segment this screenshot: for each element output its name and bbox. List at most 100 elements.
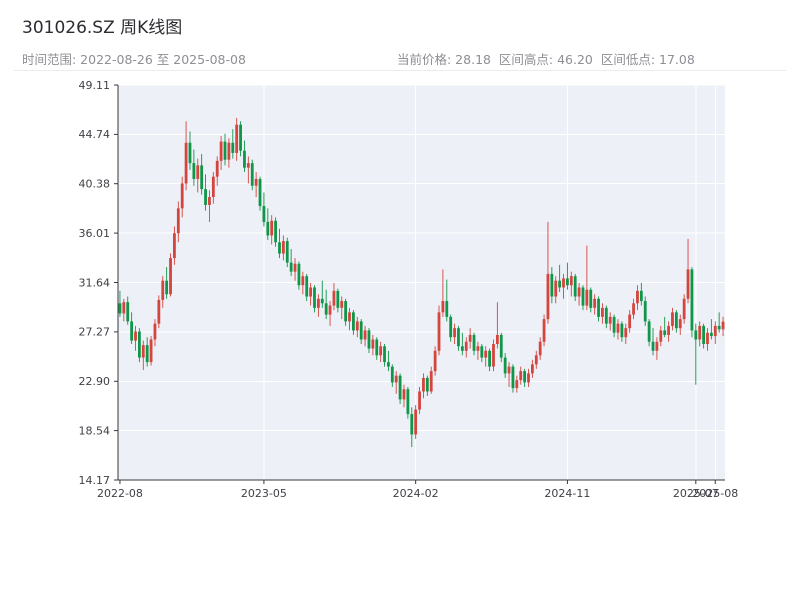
y-tick-label: 18.54	[79, 424, 111, 437]
x-tick-label: 2025-08	[692, 487, 738, 500]
candle-body	[573, 276, 577, 297]
candle-body	[289, 262, 293, 272]
candle-body	[530, 364, 534, 374]
candle-body	[433, 350, 437, 372]
candle-body	[620, 323, 624, 338]
candle-body	[682, 298, 686, 320]
candle-body	[511, 366, 515, 389]
candle-body	[713, 325, 717, 337]
candle-body	[655, 341, 659, 351]
candle-body	[647, 321, 651, 342]
candle-body	[597, 298, 600, 317]
candle-body	[414, 409, 418, 435]
candle-body	[243, 150, 246, 168]
candle-body	[211, 176, 215, 198]
candle-body	[363, 330, 367, 340]
candle-body	[546, 273, 550, 320]
candle-body	[550, 273, 554, 297]
candle-body	[332, 290, 336, 306]
candle-body	[554, 280, 558, 297]
candle-body	[581, 287, 585, 306]
candle-body	[457, 328, 460, 347]
candle-body	[507, 366, 511, 374]
candle-body	[200, 165, 204, 190]
candle-body	[422, 377, 425, 392]
x-tick-label: 2024-02	[393, 487, 439, 500]
candle-body	[118, 303, 122, 314]
candle-body	[519, 371, 523, 381]
candle-body	[437, 312, 441, 351]
candle-body	[387, 362, 390, 367]
candle-body	[441, 301, 445, 313]
candle-body	[141, 345, 145, 358]
candle-body	[235, 124, 239, 153]
candle-body	[383, 346, 386, 363]
candle-body	[628, 314, 632, 329]
candle-body	[204, 189, 207, 205]
candle-body	[624, 328, 628, 338]
candle-body	[659, 330, 663, 342]
header-divider	[14, 70, 786, 71]
candle-body	[593, 298, 597, 308]
candle-body	[410, 414, 414, 435]
y-tick-label: 36.01	[79, 227, 111, 240]
candle-body	[589, 289, 593, 308]
candle-body	[604, 307, 608, 324]
candle-body	[239, 124, 242, 151]
candle-body	[192, 163, 196, 179]
candle-body	[632, 303, 635, 315]
candle-body	[130, 321, 134, 341]
candle-body	[698, 325, 702, 340]
candle-body	[188, 142, 192, 164]
candle-body	[293, 263, 297, 272]
candle-body	[527, 373, 530, 383]
candle-body	[398, 375, 402, 400]
candle-body	[476, 346, 480, 351]
candle-body	[394, 375, 398, 383]
candle-body	[352, 312, 355, 331]
candle-body	[717, 325, 721, 330]
candle-body	[678, 319, 682, 329]
candle-body	[157, 299, 161, 324]
y-tick-label: 40.38	[79, 177, 111, 190]
candle-body	[562, 278, 565, 288]
candle-body	[340, 301, 344, 308]
y-tick-label: 31.64	[79, 276, 111, 289]
candle-body	[453, 328, 456, 338]
candle-body	[449, 316, 453, 338]
candle-body	[126, 302, 130, 322]
candle-body	[262, 206, 266, 222]
candle-body	[324, 303, 328, 315]
candle-body	[375, 339, 379, 356]
candle-body	[219, 141, 223, 161]
candle-body	[425, 377, 429, 392]
candle-body	[534, 355, 538, 365]
candle-body	[643, 301, 647, 322]
candle-body	[468, 334, 472, 342]
candle-body	[134, 331, 137, 341]
candle-body	[709, 332, 713, 337]
candle-body	[671, 312, 674, 326]
y-tick-label: 44.74	[79, 128, 111, 141]
date-range-label: 时间范围: 2022-08-26 至 2025-08-08	[22, 52, 246, 67]
candle-body	[694, 330, 698, 340]
candle-body	[176, 208, 180, 234]
candle-body	[616, 323, 620, 333]
candle-body	[285, 241, 289, 263]
candle-body	[406, 389, 410, 415]
candle-body	[569, 276, 573, 286]
candle-body	[149, 339, 153, 363]
candle-body	[480, 346, 484, 358]
candle-body	[515, 380, 519, 389]
candle-body	[577, 287, 581, 297]
candle-body	[196, 165, 200, 179]
candle-body	[122, 302, 126, 314]
candle-body	[721, 321, 725, 330]
candle-body	[402, 389, 406, 400]
candle-body	[180, 183, 184, 209]
candle-body	[138, 331, 141, 358]
candle-body	[601, 307, 604, 317]
candle-body	[313, 287, 316, 308]
